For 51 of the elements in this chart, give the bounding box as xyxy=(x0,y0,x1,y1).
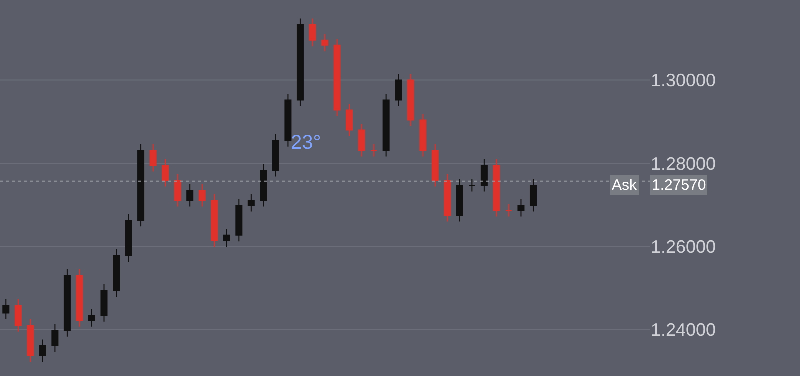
annotation: 23° xyxy=(291,132,322,154)
candlestick xyxy=(432,144,439,188)
y-tick-label: 1.26000 xyxy=(651,236,716,257)
candlestick xyxy=(14,298,22,332)
y-tick-label: 1.28000 xyxy=(651,154,716,174)
candlestick xyxy=(150,144,157,172)
candlestick xyxy=(125,214,132,263)
candlestick xyxy=(211,194,218,248)
candlestick xyxy=(444,174,452,222)
candlestick xyxy=(395,74,402,107)
candlestick xyxy=(296,18,304,107)
candlestick xyxy=(27,318,34,363)
candlestick xyxy=(322,34,328,52)
candlestick xyxy=(505,204,512,218)
candlestick xyxy=(284,94,292,148)
candlestick xyxy=(198,184,206,208)
candlestick xyxy=(64,269,71,338)
candlestick xyxy=(76,269,84,328)
candlestick xyxy=(468,178,476,192)
candlestick xyxy=(346,103,354,137)
candlestick xyxy=(113,249,120,298)
candlestick xyxy=(493,158,500,218)
y-tick-label: 1.30000 xyxy=(651,70,716,91)
candlestick xyxy=(420,113,427,158)
candlestick xyxy=(248,194,255,212)
candlestick xyxy=(223,228,230,248)
candlestick xyxy=(236,198,243,242)
candlestick xyxy=(52,324,59,353)
candlestick xyxy=(88,308,96,328)
ref-line-label: Ask xyxy=(612,177,638,194)
candlestick xyxy=(309,18,316,48)
candlestick xyxy=(480,158,488,192)
text: 1.27570 xyxy=(652,177,706,194)
candlestick xyxy=(162,158,170,188)
candlestick xyxy=(2,298,10,320)
candlestick xyxy=(100,284,108,322)
candlestick xyxy=(382,94,390,158)
candlestick xyxy=(334,38,341,117)
candlestick xyxy=(518,198,525,218)
candlestick xyxy=(358,123,366,158)
candlestick xyxy=(530,178,537,212)
y-tick-label: 1.24000 xyxy=(651,320,716,340)
candlestick xyxy=(260,164,268,208)
candlestick xyxy=(138,144,145,228)
candlestick xyxy=(186,184,194,208)
candlestick xyxy=(456,178,464,222)
candlestick xyxy=(370,144,378,158)
candlestick xyxy=(39,339,46,363)
candlestick xyxy=(272,134,280,178)
candlestick xyxy=(174,174,182,208)
candlestick xyxy=(407,74,414,127)
